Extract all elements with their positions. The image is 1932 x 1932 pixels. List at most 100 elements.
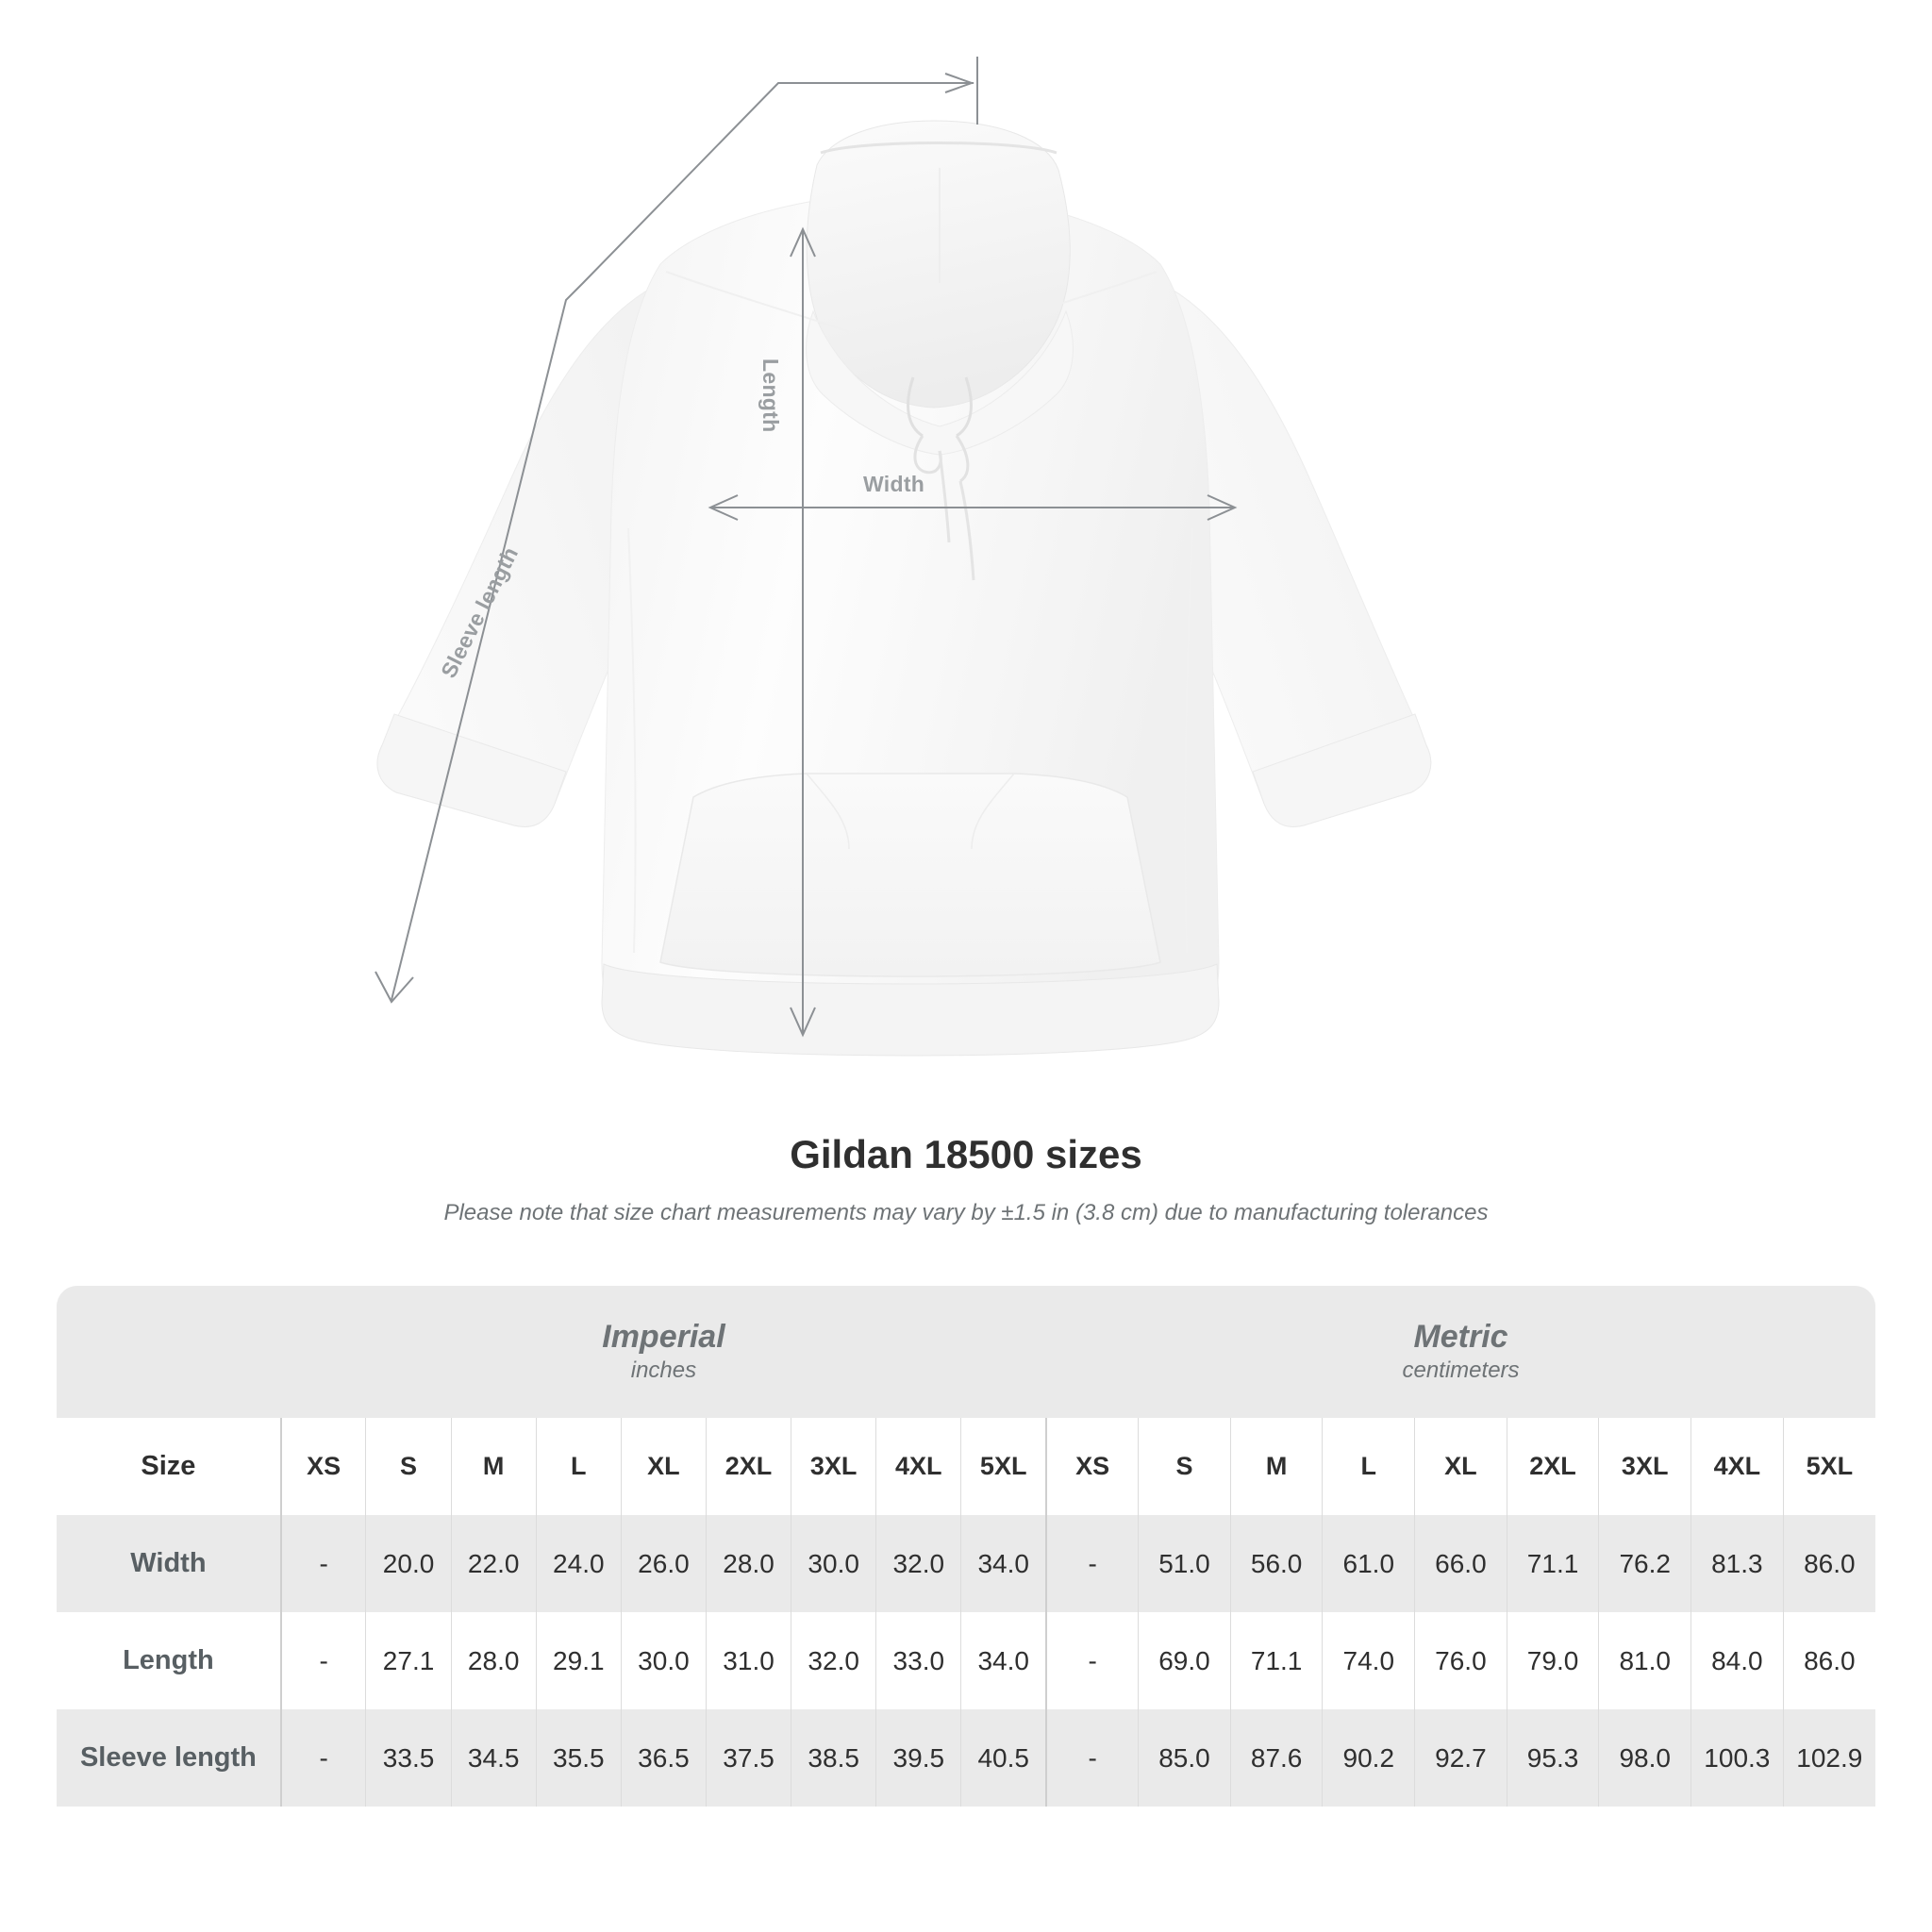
metric-label: Metric bbox=[1413, 1318, 1508, 1355]
header-imp-5xl: 5XL bbox=[960, 1418, 1047, 1515]
sleeve-met-l: 90.2 bbox=[1322, 1709, 1415, 1807]
header-imp-xl: XL bbox=[620, 1418, 707, 1515]
imperial-label: Imperial bbox=[602, 1318, 725, 1355]
header-met-4xl: 4XL bbox=[1690, 1418, 1784, 1515]
row-label-sleeve-length: Sleeve length bbox=[57, 1709, 281, 1807]
sleeve-imp-xs: - bbox=[279, 1709, 366, 1807]
header-met-xl: XL bbox=[1414, 1418, 1507, 1515]
sleeve-met-m: 87.6 bbox=[1229, 1709, 1323, 1807]
garment-measurement-diagram: Length Width Sleeve length bbox=[375, 57, 1432, 1057]
width-imp-3xl: 30.0 bbox=[791, 1515, 876, 1612]
page-title: Gildan 18500 sizes bbox=[790, 1132, 1142, 1176]
table-row: Sleeve length - 33.5 34.5 35.5 36.5 37.5… bbox=[57, 1709, 1875, 1807]
size-table-container: Imperial inches Metric centimeters Size … bbox=[57, 1286, 1875, 1807]
size-table: Imperial inches Metric centimeters Size … bbox=[57, 1286, 1875, 1807]
length-imp-5xl: 34.0 bbox=[960, 1612, 1047, 1709]
sleeve-met-xs: - bbox=[1045, 1709, 1139, 1807]
size-header-row: Size XS S M L XL 2XL 3XL 4XL 5XL XS S M … bbox=[57, 1418, 1875, 1515]
width-met-xs: - bbox=[1045, 1515, 1139, 1612]
imperial-unit-sub: inches bbox=[630, 1357, 697, 1383]
header-imp-m: M bbox=[450, 1418, 537, 1515]
width-imp-l: 24.0 bbox=[535, 1515, 622, 1612]
width-imp-m: 22.0 bbox=[450, 1515, 537, 1612]
width-met-4xl: 81.3 bbox=[1690, 1515, 1784, 1612]
metric-unit-sub: centimeters bbox=[1402, 1357, 1520, 1383]
sleeve-met-3xl: 98.0 bbox=[1598, 1709, 1691, 1807]
unit-row-spacer bbox=[57, 1286, 281, 1418]
length-dimension-label: Length bbox=[758, 358, 783, 433]
length-met-xs: - bbox=[1045, 1612, 1139, 1709]
length-met-5xl: 86.0 bbox=[1782, 1612, 1875, 1709]
width-imp-xs: - bbox=[279, 1515, 366, 1612]
imperial-unit-cell: Imperial inches bbox=[280, 1286, 1047, 1418]
header-imp-xs: XS bbox=[279, 1418, 366, 1515]
length-imp-xs: - bbox=[279, 1612, 366, 1709]
row-label-width: Width bbox=[57, 1515, 281, 1612]
width-met-2xl: 71.1 bbox=[1506, 1515, 1599, 1612]
length-met-4xl: 84.0 bbox=[1690, 1612, 1784, 1709]
length-met-xl: 76.0 bbox=[1414, 1612, 1507, 1709]
width-met-5xl: 86.0 bbox=[1782, 1515, 1875, 1612]
length-imp-3xl: 32.0 bbox=[791, 1612, 876, 1709]
length-imp-m: 28.0 bbox=[450, 1612, 537, 1709]
header-met-l: L bbox=[1322, 1418, 1415, 1515]
sleeve-imp-m: 34.5 bbox=[450, 1709, 537, 1807]
header-imp-2xl: 2XL bbox=[705, 1418, 791, 1515]
length-met-2xl: 79.0 bbox=[1506, 1612, 1599, 1709]
header-imp-4xl: 4XL bbox=[875, 1418, 961, 1515]
length-imp-4xl: 33.0 bbox=[875, 1612, 961, 1709]
sleeve-met-4xl: 100.3 bbox=[1690, 1709, 1784, 1807]
header-imp-s: S bbox=[365, 1418, 452, 1515]
sleeve-imp-5xl: 40.5 bbox=[960, 1709, 1047, 1807]
sleeve-imp-3xl: 38.5 bbox=[791, 1709, 876, 1807]
hoodie-body bbox=[376, 120, 1432, 1057]
width-met-3xl: 76.2 bbox=[1598, 1515, 1691, 1612]
header-imp-l: L bbox=[535, 1418, 622, 1515]
sleeve-imp-l: 35.5 bbox=[535, 1709, 622, 1807]
header-met-5xl: 5XL bbox=[1782, 1418, 1875, 1515]
length-met-l: 74.0 bbox=[1322, 1612, 1415, 1709]
length-imp-2xl: 31.0 bbox=[705, 1612, 791, 1709]
header-met-3xl: 3XL bbox=[1598, 1418, 1691, 1515]
tolerance-note: Please note that size chart measurements… bbox=[443, 1200, 1489, 1225]
width-met-m: 56.0 bbox=[1229, 1515, 1323, 1612]
row-label-length: Length bbox=[57, 1612, 281, 1709]
length-met-s: 69.0 bbox=[1138, 1612, 1231, 1709]
header-imp-3xl: 3XL bbox=[791, 1418, 876, 1515]
length-imp-s: 27.1 bbox=[365, 1612, 452, 1709]
width-dimension-label: Width bbox=[863, 472, 925, 496]
sleeve-length-guide-line bbox=[391, 82, 974, 1001]
table-row: Length - 27.1 28.0 29.1 30.0 31.0 32.0 3… bbox=[57, 1612, 1875, 1709]
header-met-2xl: 2XL bbox=[1506, 1418, 1599, 1515]
width-imp-2xl: 28.0 bbox=[705, 1515, 791, 1612]
width-imp-4xl: 32.0 bbox=[875, 1515, 961, 1612]
width-imp-xl: 26.0 bbox=[620, 1515, 707, 1612]
sleeve-met-5xl: 102.9 bbox=[1782, 1709, 1875, 1807]
header-size-label: Size bbox=[57, 1418, 281, 1515]
width-imp-s: 20.0 bbox=[365, 1515, 452, 1612]
sleeve-imp-xl: 36.5 bbox=[620, 1709, 707, 1807]
width-met-l: 61.0 bbox=[1322, 1515, 1415, 1612]
width-imp-5xl: 34.0 bbox=[960, 1515, 1047, 1612]
measurement-guides bbox=[375, 57, 1238, 1038]
header-met-xs: XS bbox=[1045, 1418, 1139, 1515]
header-met-m: M bbox=[1229, 1418, 1323, 1515]
width-met-xl: 66.0 bbox=[1414, 1515, 1507, 1612]
length-imp-l: 29.1 bbox=[535, 1612, 622, 1709]
header-met-s: S bbox=[1138, 1418, 1231, 1515]
hoodie-illustration bbox=[375, 57, 1432, 1057]
sleeve-met-xl: 92.7 bbox=[1414, 1709, 1507, 1807]
width-met-s: 51.0 bbox=[1138, 1515, 1231, 1612]
metric-unit-cell: Metric centimeters bbox=[1046, 1286, 1875, 1418]
sleeve-met-s: 85.0 bbox=[1138, 1709, 1231, 1807]
table-row: Width - 20.0 22.0 24.0 26.0 28.0 30.0 32… bbox=[57, 1515, 1875, 1612]
sleeve-met-2xl: 95.3 bbox=[1506, 1709, 1599, 1807]
unit-system-row: Imperial inches Metric centimeters bbox=[57, 1286, 1875, 1418]
sleeve-imp-4xl: 39.5 bbox=[875, 1709, 961, 1807]
length-imp-xl: 30.0 bbox=[620, 1612, 707, 1709]
length-met-3xl: 81.0 bbox=[1598, 1612, 1691, 1709]
sleeve-imp-2xl: 37.5 bbox=[705, 1709, 791, 1807]
sleeve-imp-s: 33.5 bbox=[365, 1709, 452, 1807]
length-met-m: 71.1 bbox=[1229, 1612, 1323, 1709]
